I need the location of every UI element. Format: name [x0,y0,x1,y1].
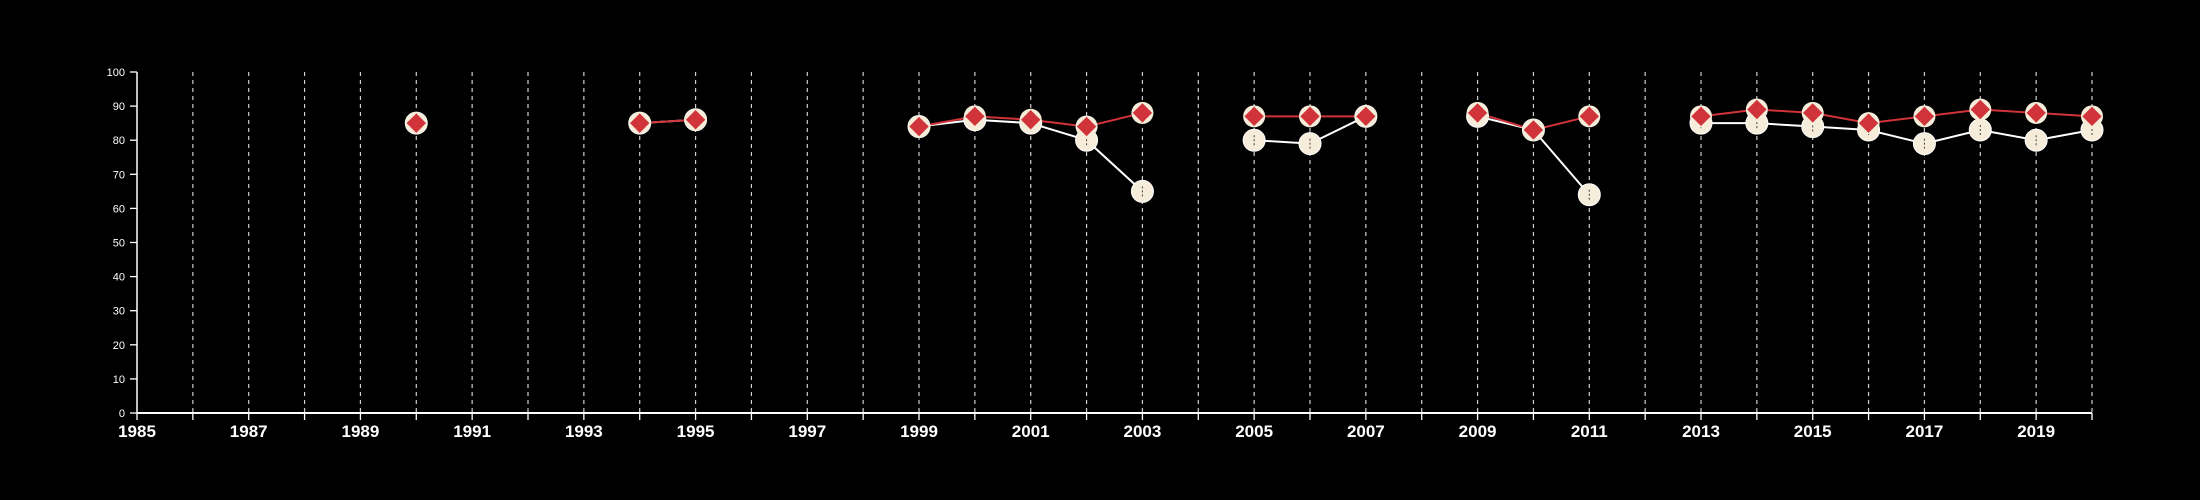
diamond-point [1021,110,1041,130]
diamond-point [1579,106,1599,127]
y-tick-label: 90 [113,101,125,113]
y-tick-label: 100 [107,67,125,79]
x-tick-label: 1985 [118,422,156,441]
diamond-point [1970,99,1990,120]
diamond-point [1523,120,1544,140]
diamond-point [1132,103,1153,123]
x-tick-label: 2017 [1906,422,1944,441]
x-tick-label: 2015 [1794,422,1832,441]
diamond-point [1244,106,1264,127]
x-tick-label: 2019 [2017,422,2055,441]
diamond-point [1914,106,1935,127]
axes: 0 10 20 30 40 50 60 70 80 90 100 1985 1987 1989 1991 19… [107,67,2093,441]
x-tick-label: 1993 [565,422,603,441]
x-tick-label: 2003 [1124,422,1162,441]
diamond-point [1691,106,1711,127]
y-tick-label: 80 [113,135,125,147]
diamond-point [1747,99,1767,120]
diamond-point [1467,103,1488,123]
y-tick-label: 70 [113,169,125,181]
x-tick-label: 1991 [453,422,491,441]
diamond-point [685,110,706,130]
x-tick-label: 1997 [788,422,826,441]
diamond-point [1300,106,1320,127]
diamond-point [2026,103,2046,123]
diamond-point [1858,113,1879,133]
diamond-point [965,106,985,127]
diamond-point [2082,106,2102,127]
x-tick-label: 2009 [1459,422,1497,441]
x-tick-label: 2005 [1235,422,1273,441]
diamond-point [909,116,929,137]
diamond-point [406,113,426,133]
diamond-point [1803,103,1823,123]
y-tick-label: 50 [113,238,125,250]
x-tick-label: 2011 [1571,422,1608,441]
y-tick-label: 40 [113,272,125,284]
series-layer [404,98,2104,207]
y-tick-label: 30 [113,306,125,318]
x-tick-label: 2007 [1347,422,1385,441]
diamond-point [1356,106,1376,127]
x-tick-label: 2001 [1012,422,1050,441]
x-tick-label: 1989 [342,422,380,441]
x-tick-label: 1995 [677,422,715,441]
x-tick-label: 1987 [230,422,268,441]
x-tick-label: 1999 [900,422,938,441]
diamond-point [1076,116,1097,137]
diamond-point [630,113,650,133]
y-tick-label: 10 [113,374,125,386]
x-tick-label: 2013 [1682,422,1720,441]
y-tick-label: 60 [113,203,125,215]
y-tick-label: 0 [119,408,125,420]
y-tick-label: 20 [113,340,125,352]
